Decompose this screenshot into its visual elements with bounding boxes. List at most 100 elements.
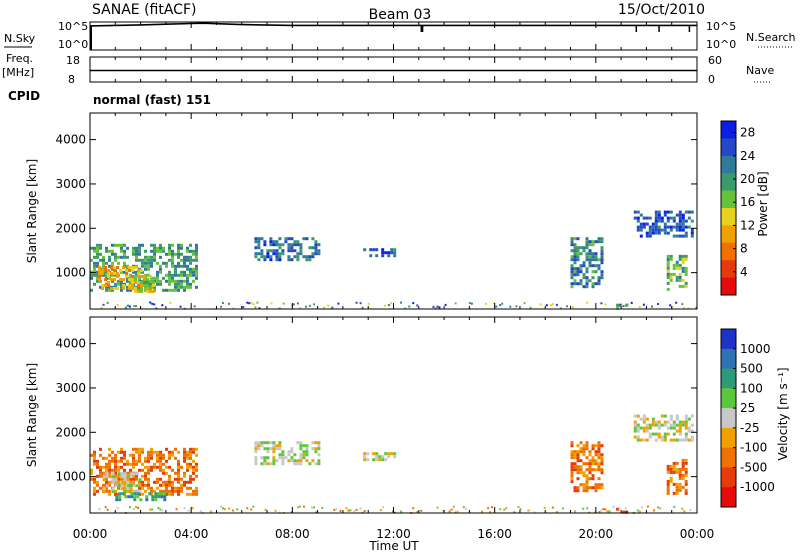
heatmap-cell bbox=[298, 307, 301, 309]
heatmap-cell bbox=[299, 249, 303, 253]
heatmap-cell bbox=[651, 228, 655, 232]
heatmap-cell bbox=[499, 304, 502, 306]
heatmap-cell bbox=[393, 455, 397, 459]
heatmap-cell bbox=[141, 261, 144, 265]
heatmap-cell bbox=[117, 484, 121, 488]
heatmap-cell bbox=[551, 303, 554, 306]
heatmap-cell bbox=[192, 252, 195, 256]
heatmap-cell bbox=[597, 465, 601, 469]
heatmap-cell bbox=[681, 219, 685, 223]
heatmap-cell bbox=[263, 243, 267, 247]
heatmap-cell bbox=[335, 508, 338, 511]
heatmap-cell bbox=[180, 486, 183, 490]
heatmap-cell bbox=[600, 486, 604, 490]
heatmap-cell bbox=[171, 486, 174, 490]
heatmap-cell bbox=[278, 243, 282, 247]
heatmap-cell bbox=[117, 450, 120, 454]
heatmap-cell bbox=[165, 252, 168, 256]
heatmap-cell bbox=[684, 417, 688, 421]
heatmap-cell bbox=[195, 489, 198, 493]
heatmap-cell bbox=[648, 432, 652, 436]
heatmap-cell bbox=[132, 270, 135, 274]
heatmap-cell bbox=[102, 465, 105, 469]
heatmap-cell bbox=[135, 474, 138, 478]
heatmap-cell bbox=[555, 303, 558, 306]
heatmap-cell bbox=[642, 438, 646, 442]
heatmap-cell bbox=[114, 475, 118, 479]
heatmap-cell bbox=[145, 498, 149, 502]
heatmap-cell bbox=[104, 269, 108, 272]
heatmap-cell bbox=[99, 285, 102, 289]
heatmap-cell bbox=[296, 255, 300, 259]
heatmap-cell bbox=[99, 243, 102, 247]
heatmap-cell bbox=[123, 478, 127, 482]
heatmap-cell bbox=[317, 459, 321, 463]
heatmap-cell bbox=[278, 255, 282, 259]
heatmap-cell bbox=[588, 249, 592, 253]
heatmap-cell bbox=[675, 423, 679, 427]
heatmap-cell bbox=[372, 248, 376, 252]
heatmap-cell bbox=[570, 264, 574, 268]
heatmap-cell bbox=[600, 509, 603, 512]
heatmap-cell bbox=[321, 506, 324, 509]
heatmap-cell bbox=[171, 492, 174, 496]
heatmap-cell bbox=[110, 287, 114, 290]
heatmap-cell bbox=[183, 459, 186, 463]
heatmap-cell bbox=[192, 468, 195, 472]
heatmap-cell bbox=[136, 274, 140, 278]
heatmap-cell bbox=[156, 246, 159, 250]
heatmap-cell bbox=[96, 273, 99, 277]
heatmap-cell bbox=[570, 258, 574, 262]
heatmap-cell bbox=[186, 453, 189, 457]
heatmap-cell bbox=[162, 462, 165, 466]
heatmap-cell bbox=[114, 456, 117, 460]
heatmap-cell bbox=[90, 288, 93, 292]
heatmap-cell bbox=[96, 243, 99, 247]
heatmap-cell bbox=[150, 456, 153, 460]
heatmap-cell bbox=[177, 273, 180, 277]
heatmap-cell bbox=[174, 471, 177, 475]
heatmap-cell bbox=[594, 444, 598, 448]
heatmap-cell bbox=[93, 480, 96, 484]
heatmap-cell bbox=[257, 240, 261, 244]
heatmap-cell bbox=[117, 475, 121, 479]
heatmap-cell bbox=[180, 465, 183, 469]
heatmap-cell bbox=[669, 272, 673, 276]
heatmap-cell bbox=[666, 263, 670, 267]
heatmap-cell bbox=[438, 306, 441, 309]
heatmap-cell bbox=[666, 482, 670, 486]
heatmap-cell bbox=[513, 511, 516, 514]
heatmap-cell bbox=[133, 305, 135, 308]
heatmap-cell bbox=[147, 267, 150, 271]
heatmap-cell bbox=[144, 249, 147, 253]
heatmap-cell bbox=[591, 468, 595, 472]
heatmap-cell bbox=[369, 254, 373, 258]
heatmap-cell bbox=[272, 456, 276, 460]
colorbar-swatch bbox=[721, 138, 736, 157]
heatmap-cell bbox=[168, 480, 171, 484]
heatmap-cell bbox=[153, 258, 156, 262]
heatmap-cell bbox=[606, 510, 609, 513]
heatmap-cell bbox=[690, 429, 694, 433]
heatmap-cell bbox=[600, 444, 604, 448]
heatmap-cell bbox=[503, 508, 506, 511]
heatmap-cell bbox=[625, 303, 629, 307]
heatmap-cell bbox=[645, 429, 649, 433]
heatmap-cell bbox=[636, 225, 640, 229]
heatmap-cell bbox=[576, 273, 580, 277]
heatmap-cell bbox=[147, 477, 150, 481]
heatmap-cell bbox=[576, 459, 580, 463]
heatmap-cell bbox=[278, 237, 282, 241]
heatmap-cell bbox=[111, 468, 114, 472]
heatmap-cell bbox=[678, 272, 682, 276]
heatmap-cell bbox=[153, 465, 156, 469]
heatmap-cell bbox=[99, 447, 102, 451]
heatmap-cell bbox=[102, 475, 106, 479]
heatmap-cell bbox=[113, 269, 117, 272]
heatmap-cell bbox=[681, 438, 685, 442]
heatmap-cell bbox=[114, 453, 117, 457]
heatmap-cell bbox=[98, 275, 102, 278]
heatmap-cell bbox=[232, 307, 235, 310]
heatmap-cell bbox=[136, 492, 140, 496]
heatmap-cell bbox=[101, 272, 105, 275]
